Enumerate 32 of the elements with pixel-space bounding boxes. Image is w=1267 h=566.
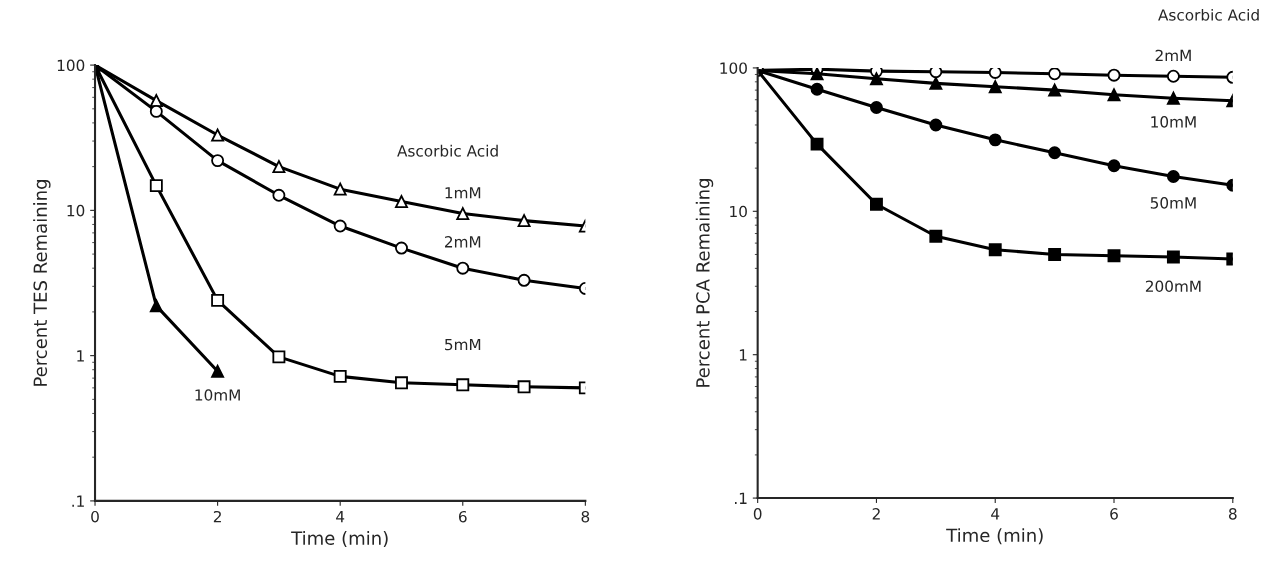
y-tick-label: 1 (77, 350, 84, 362)
x-tick-label: 0 (91, 510, 99, 523)
y-axis-title: Percent TES Remaining (33, 180, 51, 386)
x-tick-label: 6 (1110, 508, 1118, 520)
x-tick-label: 4 (336, 511, 345, 523)
x-axis-title: Time (min) (946, 528, 1043, 545)
y-tick-label: .1 (72, 495, 84, 507)
series-label: 2mM (445, 236, 481, 248)
series-label: 50mM (1150, 197, 1196, 209)
x-tick-label: 8 (1228, 508, 1237, 520)
x-tick-label: 4 (991, 508, 1000, 520)
x-tick-label: 8 (581, 510, 590, 523)
y-tick-label: 100 (57, 59, 85, 72)
legend-title: Ascorbic Acid (1158, 8, 1259, 21)
text: 5mM (445, 338, 481, 351)
y-tick-label: 1 (739, 349, 747, 361)
series-label: 10mM (195, 389, 240, 401)
y-tick-label: .1 (735, 492, 747, 504)
y-tick-label: 100 (720, 62, 747, 74)
y-tick-label: 10 (730, 205, 747, 218)
x-axis-title: Time (min) (291, 530, 388, 548)
y-axis-title: Percent PCA Remaining (695, 179, 714, 387)
legend-title: Ascorbic Acid (397, 144, 498, 157)
series-label: 200mM (1145, 280, 1201, 292)
x-tick-label: 2 (872, 508, 880, 520)
series-label: 10mM (1151, 116, 1196, 128)
x-tick-label: 2 (213, 510, 221, 523)
x-tick-label: 6 (458, 510, 467, 523)
series-label: 1mM (445, 187, 481, 199)
series-label: 2mM (1155, 49, 1191, 62)
x-tick-label: 0 (753, 508, 762, 520)
y-tick-label: 10 (67, 204, 85, 217)
